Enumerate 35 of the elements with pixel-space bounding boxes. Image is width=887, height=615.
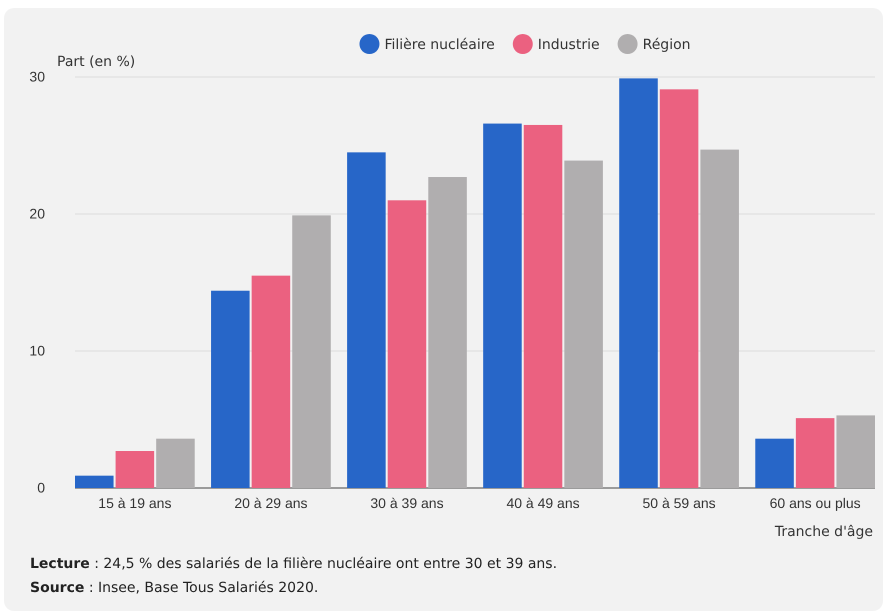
y-tick-label: 20	[29, 205, 46, 222]
x-tick-label: 40 à 49 ans	[506, 494, 580, 511]
bar	[524, 124, 562, 488]
y-tick-label: 10	[29, 342, 46, 358]
bar	[564, 160, 603, 488]
x-tick-label: 60 ans ou plus	[770, 494, 861, 511]
bar	[292, 215, 331, 488]
bar	[252, 276, 290, 488]
bar	[796, 418, 834, 488]
source-note: Source : Insee, Base Tous Salariés 2020.	[30, 580, 318, 596]
x-axis-title: Tranche d'âge	[774, 524, 873, 540]
x-tick-label: 50 à 59 ans	[642, 494, 716, 511]
bar	[619, 78, 658, 488]
bar	[700, 150, 739, 488]
bar	[116, 451, 154, 488]
legend-label: Région	[642, 37, 691, 53]
legend-label: Industrie	[538, 37, 600, 53]
x-tick-label: 30 à 39 ans	[370, 494, 444, 511]
bar	[755, 438, 794, 488]
y-tick-label: 0	[37, 479, 46, 496]
text: Lecture : 24,5 % des salariés de la filière nucléaire ont entre 30 et 39 ans.	[30, 556, 558, 572]
bar	[347, 152, 386, 488]
bar	[660, 89, 698, 488]
legend-label: Filière nucléaire	[384, 37, 495, 53]
bar	[75, 476, 114, 488]
x-tick-label: 20 à 29 ans	[234, 494, 308, 511]
bar	[428, 177, 467, 488]
bar	[156, 438, 195, 488]
y-tick-label: 30	[29, 68, 46, 84]
bar	[388, 200, 426, 488]
bar	[483, 124, 522, 488]
y-axis-title: Part (en %)	[57, 54, 136, 70]
x-tick-label: 15 à 19 ans	[98, 494, 172, 511]
bar	[836, 415, 875, 488]
bar	[211, 290, 250, 488]
